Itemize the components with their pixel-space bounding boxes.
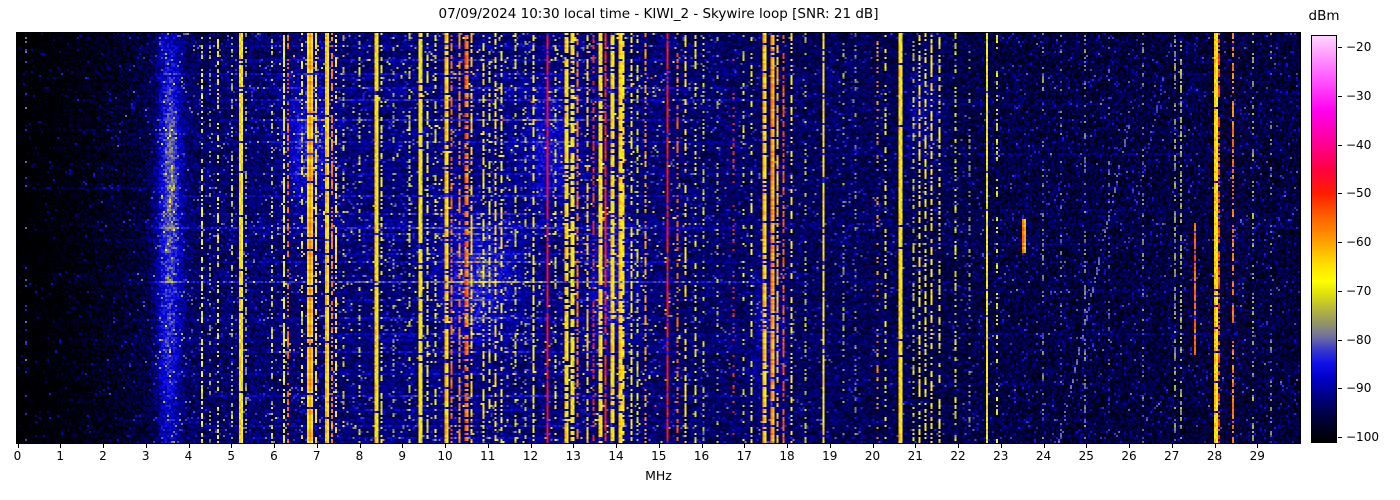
- x-tick-label: 1: [56, 449, 65, 463]
- x-tick-label: 20: [864, 449, 881, 463]
- x-tick: [103, 444, 104, 448]
- x-tick-label: 23: [993, 449, 1009, 463]
- colorbar-tick-label: −60: [1346, 235, 1372, 250]
- x-tick: [1257, 444, 1259, 448]
- colorbar-tick: [1338, 193, 1342, 195]
- colorbar-tick-label: −80: [1346, 332, 1372, 347]
- x-tick: [274, 444, 275, 448]
- x-tick: [1043, 444, 1045, 448]
- x-tick-label: 25: [1078, 449, 1094, 463]
- x-tick-label: 8: [355, 449, 364, 463]
- x-tick-label: 14: [608, 449, 624, 463]
- x-tick: [359, 444, 361, 448]
- x-tick-label: 12: [522, 449, 539, 463]
- x-tick: [17, 444, 19, 448]
- x-tick-label: 6: [270, 449, 278, 463]
- colorbar-tick: [1338, 290, 1342, 292]
- colorbar-tick-label: −20: [1346, 40, 1372, 55]
- colorbar: [1311, 35, 1337, 443]
- colorbar-gradient: [1312, 36, 1336, 442]
- colorbar-tick: [1338, 242, 1342, 244]
- x-tick: [445, 444, 446, 448]
- chart-title: 07/09/2024 10:30 local time - KIWI_2 - S…: [438, 6, 879, 22]
- x-tick-label: 19: [822, 449, 838, 463]
- x-tick: [231, 444, 233, 448]
- x-tick: [1214, 444, 1216, 448]
- x-tick: [573, 444, 575, 448]
- x-tick: [872, 444, 874, 448]
- x-tick-label: 0: [13, 449, 22, 463]
- x-tick-label: 7: [312, 449, 321, 463]
- x-tick-label: 5: [227, 449, 236, 463]
- x-tick: [1129, 444, 1130, 448]
- x-tick: [145, 444, 147, 448]
- colorbar-tick: [1338, 388, 1342, 390]
- colorbar-tick: [1338, 47, 1342, 49]
- x-tick: [915, 444, 917, 448]
- x-tick: [60, 444, 62, 448]
- x-tick: [530, 444, 532, 448]
- colorbar-tick: [1338, 95, 1342, 97]
- x-tick-label: 10: [437, 449, 453, 463]
- colorbar-tick: [1338, 437, 1342, 439]
- x-tick: [658, 444, 660, 448]
- x-tick: [701, 444, 703, 448]
- colorbar-tick-label: −50: [1346, 186, 1372, 201]
- x-tick: [1171, 444, 1173, 448]
- x-tick-label: 15: [651, 449, 667, 463]
- x-tick-label: 18: [779, 449, 795, 463]
- x-tick-label: 21: [907, 449, 923, 463]
- x-tick: [1000, 444, 1002, 448]
- x-tick-label: 4: [184, 449, 193, 463]
- x-tick-label: 26: [1121, 449, 1137, 463]
- colorbar-tick-label: −40: [1346, 137, 1372, 152]
- x-tick-label: 2: [99, 449, 107, 463]
- x-tick-label: 27: [1164, 449, 1180, 463]
- x-tick: [744, 444, 746, 448]
- colorbar-tick-label: −90: [1346, 381, 1372, 396]
- waterfall-plot: [16, 32, 1301, 444]
- x-tick-label: 29: [1249, 449, 1265, 463]
- colorbar-tick: [1338, 339, 1342, 341]
- x-tick: [487, 444, 489, 448]
- x-tick-label: 3: [141, 449, 150, 463]
- x-tick: [402, 444, 404, 448]
- x-tick-label: 28: [1206, 449, 1223, 463]
- colorbar-tick: [1338, 144, 1342, 146]
- x-tick: [316, 444, 318, 448]
- waterfall-canvas: [17, 33, 1300, 443]
- x-tick: [188, 444, 190, 448]
- colorbar-title: dBm: [1308, 8, 1340, 24]
- x-tick-label: 24: [1035, 449, 1052, 463]
- x-tick-label: 22: [950, 449, 966, 463]
- x-tick: [787, 444, 788, 448]
- x-tick-label: 17: [736, 449, 752, 463]
- x-tick: [1086, 444, 1088, 448]
- colorbar-tick-label: −70: [1346, 283, 1372, 298]
- x-tick: [829, 444, 831, 448]
- x-tick-label: 9: [398, 449, 407, 463]
- x-tick: [616, 444, 617, 448]
- x-tick-label: 11: [480, 449, 496, 463]
- x-tick: [958, 444, 959, 448]
- colorbar-tick-label: −30: [1346, 88, 1372, 103]
- x-tick-label: 13: [565, 449, 581, 463]
- x-axis-label: MHz: [645, 468, 672, 483]
- colorbar-tick-label: −100: [1346, 430, 1379, 445]
- x-tick-label: 16: [693, 449, 710, 463]
